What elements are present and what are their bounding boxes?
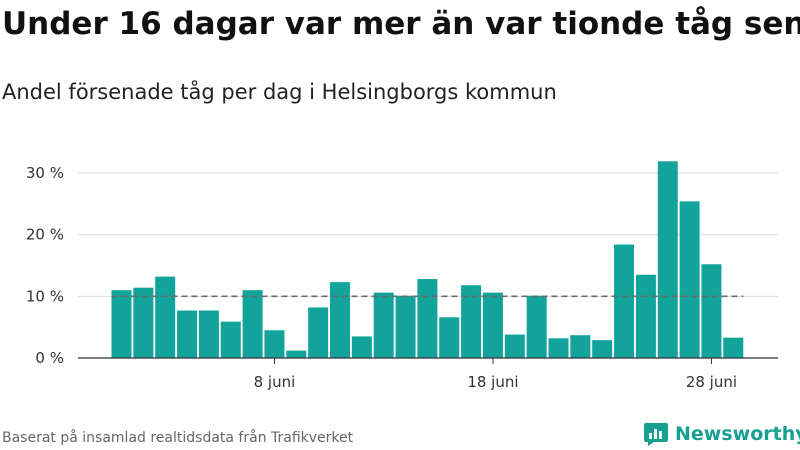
bar: [155, 276, 176, 358]
bar: [482, 292, 503, 358]
bar: [526, 295, 547, 358]
source-note: Baserat på insamlad realtidsdata från Tr…: [2, 430, 354, 446]
bar: [723, 337, 744, 358]
bar: [592, 340, 613, 358]
x-tick-label: 8 juni: [254, 373, 296, 391]
bar: [701, 264, 722, 358]
bar: [548, 338, 569, 358]
bar: [570, 335, 591, 358]
bar: [439, 317, 460, 358]
bar: [373, 292, 394, 358]
y-tick-label: 20 %: [26, 226, 64, 244]
bar: [133, 287, 154, 358]
brand-logo: Newsworthy: [643, 420, 800, 448]
brand-name: Newsworthy: [675, 423, 800, 445]
bar: [614, 244, 635, 358]
bar: [177, 310, 198, 358]
bar: [286, 350, 307, 358]
y-tick-label: 30 %: [26, 164, 64, 182]
newsworthy-logo-icon: [644, 423, 668, 446]
bar: [330, 282, 350, 358]
bar: [308, 307, 329, 358]
axes: 0 % 10 % 20 % 30 % 8 juni 18 juni 28 juni: [26, 164, 778, 391]
bar: [111, 290, 132, 358]
bar: [679, 201, 700, 358]
bar: [351, 336, 372, 358]
bar: [220, 321, 241, 358]
bar: [417, 279, 438, 358]
bar: [264, 330, 285, 358]
bar: [504, 334, 525, 358]
bar: [395, 295, 416, 358]
bar: [461, 285, 482, 358]
chart-subtitle: Andel försenade tåg per dag i Helsingbor…: [2, 80, 557, 104]
bar: [198, 310, 219, 358]
bar: [657, 161, 678, 358]
y-tick-label: 0 %: [35, 349, 64, 367]
bar: [635, 274, 656, 358]
y-tick-label: 10 %: [26, 287, 64, 305]
bar-chart: 0 % 10 % 20 % 30 % 8 juni 18 juni 28 juni: [26, 161, 778, 391]
bars: [111, 161, 744, 358]
x-tick-label: 18 juni: [467, 373, 518, 391]
chart-title: Under 16 dagar var mer än var tionde tåg…: [2, 6, 800, 42]
x-tick-label: 28 juni: [686, 373, 737, 391]
bar: [242, 290, 263, 358]
